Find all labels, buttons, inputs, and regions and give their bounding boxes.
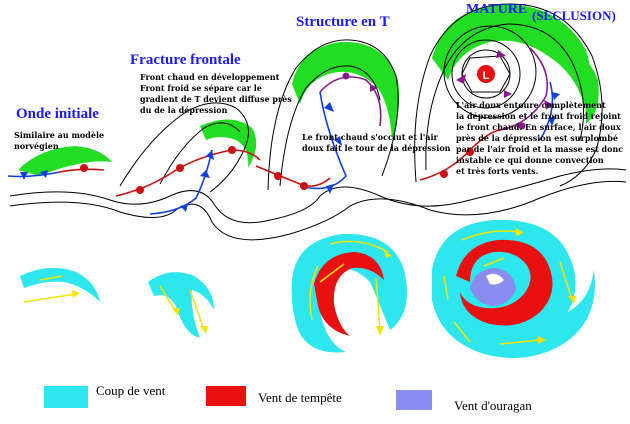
stage2-note: Front chaud en développement Front froid… bbox=[140, 72, 292, 115]
stage3-title: Structure en T bbox=[296, 14, 390, 30]
isobar-stage2 bbox=[119, 102, 249, 193]
legend-label-storm: Vent de tempête bbox=[258, 390, 342, 405]
stage1-note: Similaire au modèle norvégien bbox=[14, 130, 104, 151]
legend: Coup de vent Vent de tempête Vent d'oura… bbox=[44, 383, 532, 413]
svg-text:Similaire au modèle: Similaire au modèle bbox=[14, 130, 104, 140]
stage2-title: Fracture frontale bbox=[130, 52, 241, 68]
isobars bbox=[9, 3, 627, 241]
isobar-stage3b bbox=[279, 65, 381, 187]
isobar-stage3 bbox=[267, 39, 399, 191]
svg-text:Front chaud en développement: Front chaud en développement bbox=[140, 72, 280, 82]
wind-stage1-gale bbox=[20, 267, 100, 302]
isobar-low-3 bbox=[443, 25, 537, 119]
isobar-stage4a bbox=[414, 3, 603, 187]
svg-text:Le front chaud s'occlut et l'a: Le front chaud s'occlut et l'air bbox=[302, 132, 439, 142]
stage3-note: Le front chaud s'occlut et l'air doux fa… bbox=[302, 132, 451, 153]
front-stage4-occl bbox=[499, 47, 549, 131]
legend-label-gale: Coup de vent bbox=[96, 383, 166, 398]
front-symbols bbox=[20, 50, 560, 212]
isobar-low-2 bbox=[451, 39, 521, 109]
legend-label-hurricane: Vent d'ouragan bbox=[454, 398, 532, 413]
fronts bbox=[7, 47, 554, 215]
svg-text:du de la dépression: du de la dépression bbox=[140, 105, 228, 115]
isobar-stage4b bbox=[425, 23, 585, 171]
front-stage3-occl bbox=[319, 76, 382, 127]
svg-text:par de l'air froid et la masse: par de l'air froid et la masse est donc bbox=[456, 144, 623, 154]
low-label: L bbox=[483, 70, 490, 82]
isobar-bottom bbox=[9, 180, 627, 241]
cloud-stage4 bbox=[432, 4, 591, 104]
svg-text:Front froid se sépare car le: Front froid se sépare car le bbox=[140, 83, 262, 93]
front-stage3-cold bbox=[299, 91, 347, 190]
stage1-title: Onde initiale bbox=[16, 106, 99, 122]
legend-swatch-hurricane bbox=[396, 390, 432, 410]
wind-stage4-storm bbox=[456, 239, 553, 326]
front-stage2-cold bbox=[149, 149, 213, 215]
cloud-stage2 bbox=[200, 119, 257, 168]
cloud-stage4-tail bbox=[540, 40, 599, 124]
svg-text:près de la dépression est surp: près de la dépression est surplombé bbox=[456, 133, 618, 143]
front-stage2-warm bbox=[115, 149, 261, 197]
svg-text:norvégien: norvégien bbox=[14, 141, 59, 151]
cold-triangles bbox=[20, 92, 560, 212]
isobar-stage2b bbox=[159, 122, 241, 185]
wind-stage2-gale bbox=[148, 272, 214, 338]
wind-arrows bbox=[23, 228, 576, 345]
warm-semicircles bbox=[80, 146, 474, 194]
svg-text:le front chaud. En surface, l': le front chaud. En surface, l'air doux bbox=[456, 122, 621, 132]
svg-text:doux fait le tour de la dépres: doux fait le tour de la dépression bbox=[302, 143, 451, 153]
stage4-note: L'air doux entoure complètement la dépre… bbox=[456, 100, 623, 176]
svg-text:gradient de T devient diffuse: gradient de T devient diffuse près bbox=[140, 94, 292, 104]
legend-swatch-storm bbox=[206, 386, 246, 406]
front-stage1-cold bbox=[7, 171, 61, 178]
front-stage4-cold bbox=[539, 81, 554, 141]
wind-stage3-gale bbox=[291, 233, 407, 353]
svg-text:la dépression et le front froi: la dépression et le front froid rejoint bbox=[456, 111, 621, 121]
stage4-title-2: (SECLUSION) bbox=[532, 8, 616, 23]
isobar-outer bbox=[9, 168, 627, 224]
wind-stage4-hurricane bbox=[470, 268, 516, 306]
occluded-symbols bbox=[342, 50, 552, 130]
wind-stage4-inner-white bbox=[486, 273, 504, 285]
svg-text:instable ce qui donne convecti: instable ce qui donne convection bbox=[456, 155, 604, 165]
cloud-stage3 bbox=[292, 41, 400, 140]
stage4-title: MATURE bbox=[466, 2, 527, 17]
svg-text:L'air doux entoure complètemen: L'air doux entoure complètement bbox=[456, 100, 606, 110]
legend-swatch-gale bbox=[44, 386, 88, 408]
wind-stage3-storm bbox=[314, 252, 384, 336]
cloud-stage1 bbox=[18, 146, 112, 176]
svg-text:et très forts vents.: et très forts vents. bbox=[456, 166, 539, 176]
front-stage3-warm bbox=[255, 165, 331, 187]
cloud-shields bbox=[18, 4, 599, 176]
low-center-mark bbox=[477, 65, 495, 83]
